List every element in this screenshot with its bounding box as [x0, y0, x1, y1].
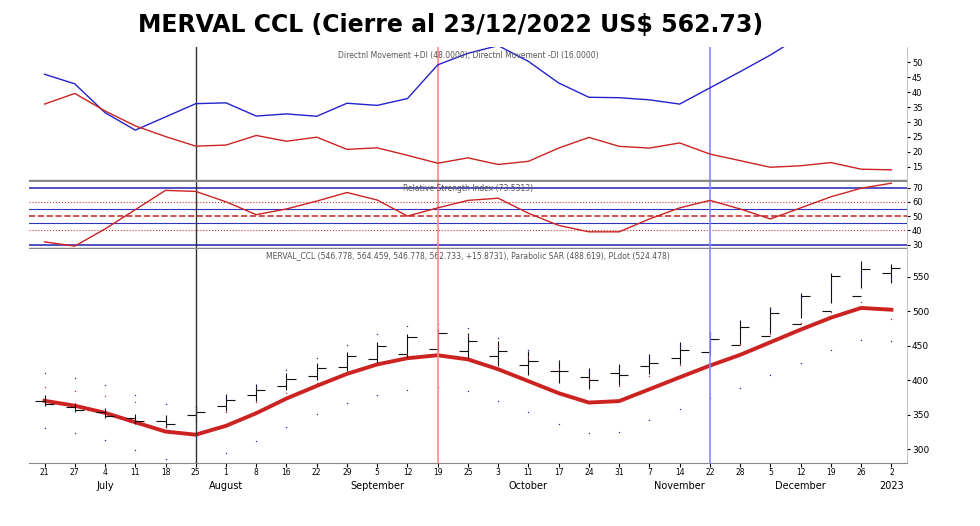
Text: November: November	[655, 481, 705, 491]
Point	[823, 308, 839, 317]
Point	[369, 330, 385, 338]
Text: Directnl Movement +DI (48.0000), Directnl Movement -DI (16.0000): Directnl Movement +DI (48.0000), Directn…	[338, 52, 598, 60]
Point	[551, 419, 566, 428]
Point	[188, 417, 204, 426]
Point	[188, 403, 204, 411]
Point	[36, 383, 52, 391]
Point	[612, 428, 627, 436]
Text: December: December	[775, 481, 826, 491]
Point	[642, 371, 658, 380]
Point	[732, 383, 748, 392]
Point	[461, 332, 476, 340]
Point	[278, 366, 294, 375]
Point	[581, 429, 597, 437]
Point	[612, 366, 627, 374]
Point	[854, 336, 869, 344]
Point	[581, 375, 597, 383]
Point	[551, 365, 566, 373]
Text: MERVAL CCL (Cierre al 23/12/2022 US$ 562.73): MERVAL CCL (Cierre al 23/12/2022 US$ 562…	[138, 13, 763, 37]
Point	[36, 424, 52, 432]
Point	[732, 340, 748, 348]
Point	[672, 341, 688, 350]
Point	[642, 416, 658, 424]
Point	[762, 305, 778, 313]
Point	[278, 422, 294, 431]
Point	[158, 400, 173, 408]
Point	[520, 353, 536, 361]
Point	[461, 323, 476, 332]
Point	[369, 391, 385, 399]
Point	[67, 374, 82, 382]
Point	[793, 319, 808, 327]
Point	[823, 281, 839, 289]
Point	[67, 429, 82, 438]
Point	[612, 381, 627, 390]
Point	[400, 386, 416, 394]
Point	[36, 369, 52, 377]
Point	[219, 449, 234, 458]
Point	[278, 389, 294, 397]
Point	[158, 455, 173, 463]
Text: September: September	[350, 481, 404, 491]
Point	[158, 422, 173, 431]
Point	[219, 394, 234, 402]
Point	[309, 353, 324, 362]
Point	[127, 446, 143, 454]
Point	[551, 358, 566, 366]
Point	[248, 398, 264, 407]
Point	[67, 387, 82, 395]
Point	[793, 292, 808, 301]
Point	[248, 381, 264, 390]
Point	[339, 341, 355, 349]
Point	[702, 350, 717, 359]
Point	[339, 399, 355, 407]
Point	[823, 346, 839, 355]
Point	[127, 390, 143, 399]
Point	[854, 298, 869, 306]
Point	[762, 371, 778, 380]
Point	[672, 405, 688, 413]
Point	[702, 329, 717, 337]
Text: July: July	[96, 481, 114, 491]
Point	[309, 410, 324, 418]
Point	[188, 458, 204, 467]
Text: October: October	[509, 481, 548, 491]
Point	[430, 335, 446, 343]
Point	[762, 330, 778, 338]
Point	[490, 341, 506, 350]
Point	[793, 359, 808, 367]
Point	[854, 272, 869, 280]
Point	[672, 361, 688, 369]
Point	[400, 322, 416, 331]
Point	[97, 436, 113, 444]
Point	[97, 392, 113, 400]
Point	[97, 381, 113, 389]
Point	[520, 408, 536, 417]
Point	[884, 315, 900, 323]
Point	[219, 408, 234, 416]
Point	[642, 354, 658, 362]
Text: 2023: 2023	[879, 481, 904, 491]
Point	[400, 350, 416, 359]
Point	[884, 337, 900, 346]
Point	[884, 274, 900, 282]
Point	[369, 359, 385, 367]
Point	[248, 437, 264, 445]
Point	[490, 397, 506, 405]
Point	[430, 319, 446, 328]
Point	[127, 398, 143, 406]
Point	[520, 346, 536, 355]
Text: August: August	[209, 481, 243, 491]
Point	[461, 387, 476, 396]
Point	[430, 383, 446, 391]
Text: Relative Strength Index (73.5313): Relative Strength Index (73.5313)	[403, 184, 533, 193]
Point	[581, 368, 597, 377]
Point	[490, 333, 506, 342]
Text: MERVAL_CCL (546.778, 564.459, 546.778, 562.733, +15.8731), Parabolic SAR (488.61: MERVAL_CCL (546.778, 564.459, 546.778, 5…	[267, 251, 669, 260]
Point	[339, 368, 355, 377]
Point	[309, 379, 324, 388]
Point	[702, 394, 717, 402]
Point	[732, 318, 748, 326]
